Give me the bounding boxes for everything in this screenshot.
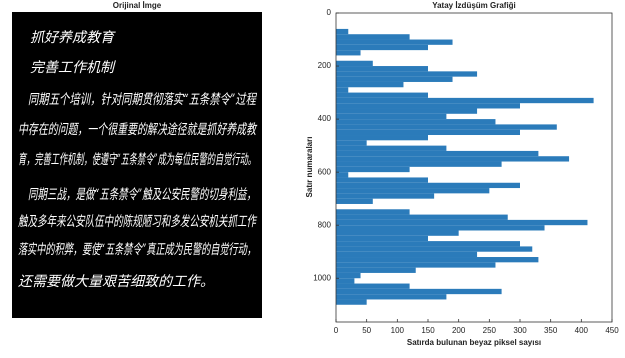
image-title: Orijinal İmge (113, 1, 162, 10)
bar (336, 252, 477, 257)
bar (336, 289, 502, 294)
bar (336, 114, 446, 119)
chart-title: Yatay İzdüşüm Grafiği (432, 1, 516, 10)
bar (336, 236, 428, 241)
bar (336, 103, 520, 108)
y-tick-label: 0 (327, 8, 332, 17)
bar (336, 77, 453, 82)
bar (336, 87, 348, 92)
bar (336, 108, 477, 113)
bar (336, 172, 348, 177)
bar (336, 215, 508, 220)
y-axis-label: Satır numaraları (305, 137, 314, 198)
bar (336, 209, 410, 214)
bar (336, 199, 373, 204)
bar (336, 268, 416, 273)
bar (336, 257, 538, 262)
bar (336, 246, 532, 251)
y-tick-label: 1000 (313, 273, 331, 282)
bar (336, 50, 361, 55)
bar (336, 183, 520, 188)
bar (336, 124, 557, 129)
bar (336, 284, 410, 289)
page: Orijinal İmge 抓好养成教育完善工作机制同期五个培训，针对同期贯彻落… (0, 0, 625, 358)
bar (336, 294, 446, 299)
y-tick-label: 800 (318, 220, 332, 229)
handwritten-line: 抓好养成教育 (30, 30, 116, 46)
bar (336, 151, 538, 156)
y-tick-label: 400 (318, 114, 332, 123)
x-tick-label: 50 (362, 326, 371, 335)
bar (336, 98, 594, 103)
bar (336, 220, 587, 225)
bar (336, 146, 446, 151)
figure: Orijinal İmge 抓好养成教育完善工作机制同期五个培训，针对同期贯彻落… (0, 0, 625, 353)
x-tick-label: 250 (483, 326, 497, 335)
x-tick-label: 0 (334, 326, 339, 335)
bar (336, 262, 495, 267)
handwritten-line: 落实中的积弊，要使“五条禁令”真正成为民警的自觉行动， (18, 242, 256, 258)
handwritten-line: 触及多年来公安队伍中的陈规陋习和多发公安机关抓工作 (18, 214, 257, 230)
bar (336, 177, 428, 182)
bar (336, 278, 354, 283)
x-axis-label: Satırda bulunan beyaz piksel sayısı (407, 338, 541, 347)
bar (336, 273, 361, 278)
handwritten-line: 中存在的问题，一个很重要的解决途径就是抓好养成教 (18, 122, 257, 138)
bar (336, 135, 428, 140)
bar (336, 61, 373, 66)
x-tick-label: 400 (575, 326, 589, 335)
bar (336, 167, 410, 172)
bar (336, 230, 459, 235)
bar (336, 93, 428, 98)
bar (336, 66, 428, 71)
y-tick-label: 200 (318, 61, 332, 70)
x-tick-label: 450 (605, 326, 619, 335)
handwritten-line: 育，完善工作机制，使遵守“五条禁令”成为每位民警的自觉行动。 (18, 152, 256, 168)
bar (336, 130, 520, 135)
x-tick-label: 150 (421, 326, 435, 335)
bar (336, 193, 434, 198)
y-tick-label: 600 (318, 167, 332, 176)
handwritten-line: 同期五个培训，针对同期贯彻落实“五条禁令”过程 (28, 92, 257, 108)
handwritten-line: 还需要做大量艰苦细致的工作。 (18, 274, 214, 290)
x-tick-label: 350 (544, 326, 558, 335)
bar (336, 119, 495, 124)
bar (336, 162, 502, 167)
bar (336, 40, 453, 45)
handwritten-line: 同期三战，是做“五条禁令”触及公安民警的切身利益， (28, 187, 256, 203)
bar (336, 45, 428, 50)
bar (336, 225, 545, 230)
x-tick-label: 100 (391, 326, 405, 335)
bar (336, 188, 489, 193)
bar (336, 29, 348, 34)
handwritten-line: 完善工作机制 (30, 60, 116, 76)
bar (336, 156, 569, 161)
bar (336, 140, 367, 145)
bar (336, 241, 520, 246)
x-tick-label: 200 (452, 326, 466, 335)
bar (336, 82, 403, 87)
bar (336, 71, 477, 76)
x-tick-label: 300 (513, 326, 527, 335)
bar (336, 299, 367, 304)
bar (336, 34, 410, 39)
